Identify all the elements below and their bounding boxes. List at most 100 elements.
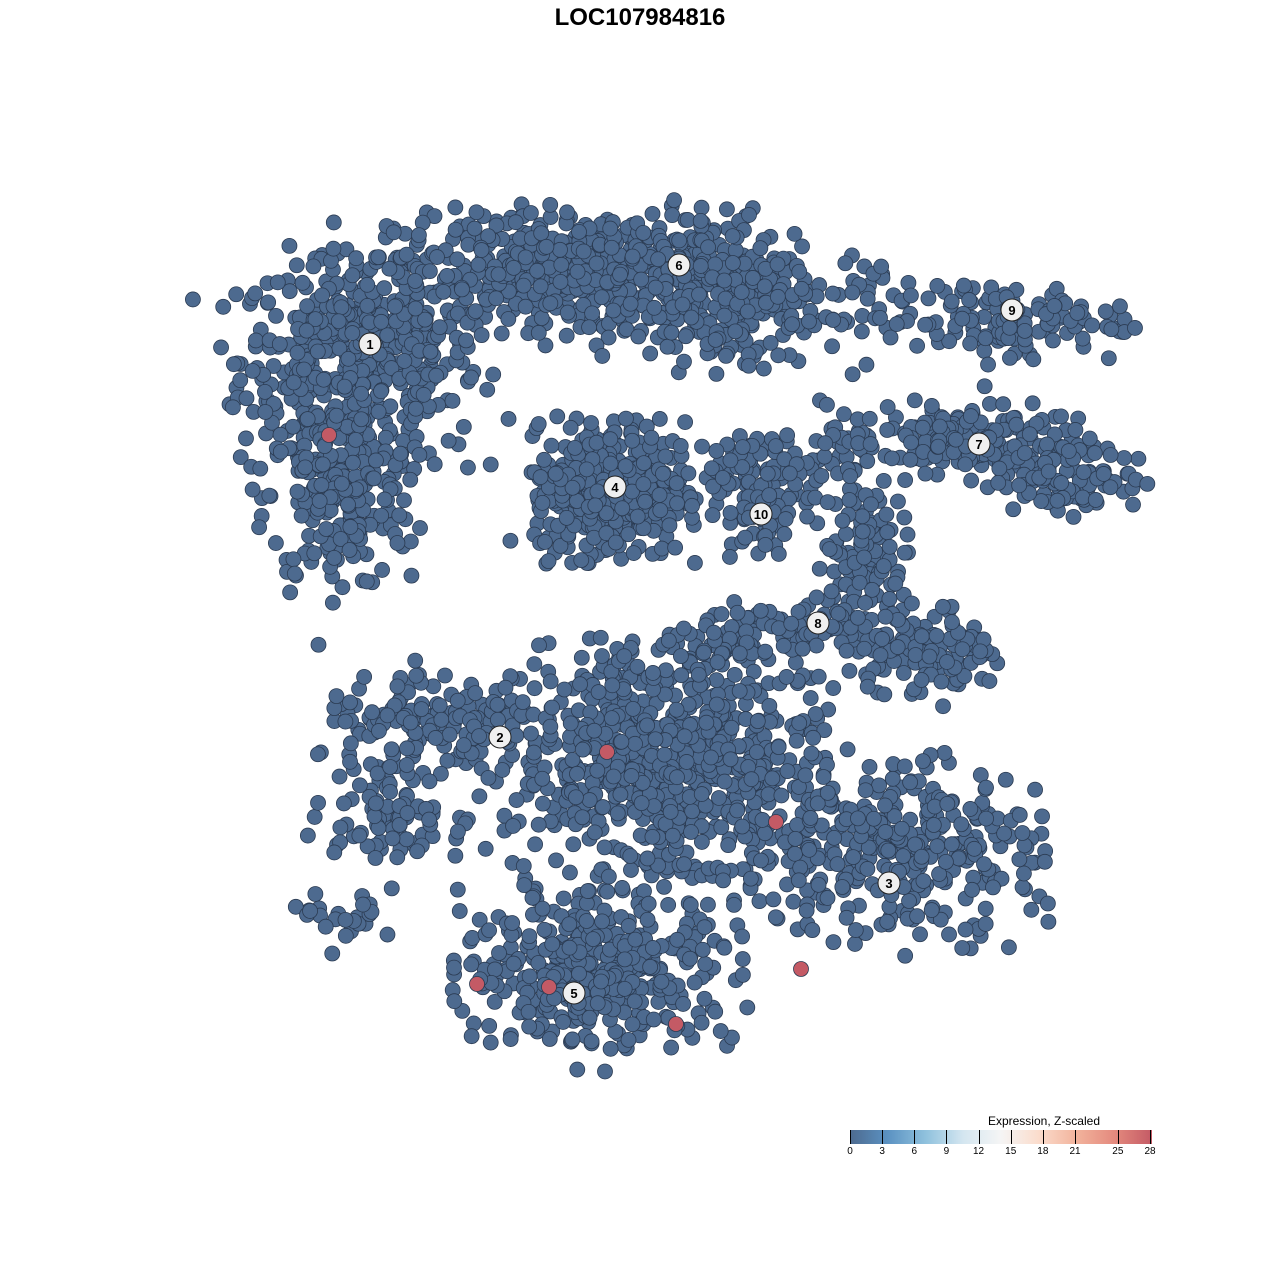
- data-point: [1011, 477, 1028, 494]
- data-point: [767, 909, 784, 926]
- data-point: [1039, 436, 1055, 453]
- legend-tick-mark: [850, 1130, 851, 1144]
- data-point: [526, 656, 543, 672]
- data-point: [691, 286, 707, 303]
- data-point: [661, 517, 678, 534]
- data-point: [644, 828, 661, 845]
- data-point: [837, 526, 854, 542]
- data-point: [353, 411, 370, 428]
- data-point: [341, 542, 358, 558]
- cluster-label-text: 2: [496, 730, 503, 745]
- data-point: [770, 546, 787, 562]
- data-point: [505, 259, 522, 276]
- data-point: [595, 799, 611, 815]
- cluster-label-8: 8: [806, 611, 830, 635]
- data-point: [449, 881, 466, 898]
- data-point: [877, 608, 894, 625]
- data-point: [600, 868, 617, 885]
- data-point: [724, 255, 741, 271]
- data-point: [834, 879, 851, 895]
- data-point: [572, 676, 588, 693]
- data-point: [571, 223, 587, 240]
- data-point: [517, 249, 534, 266]
- data-point: [623, 768, 640, 784]
- data-point: [859, 290, 876, 307]
- data-point: [313, 477, 330, 493]
- data-point: [881, 538, 898, 555]
- data-point: [715, 872, 732, 889]
- data-point: [516, 877, 533, 894]
- data-point: [724, 228, 741, 244]
- data-point: [247, 285, 264, 302]
- data-point: [311, 493, 328, 509]
- data-point: [342, 694, 358, 711]
- data-point: [884, 770, 901, 787]
- data-point: [703, 749, 719, 766]
- data-point: [534, 494, 551, 511]
- data-point: [616, 981, 633, 997]
- data-point: [826, 829, 843, 846]
- data-point: [1027, 781, 1043, 798]
- data-point: [678, 754, 695, 770]
- data-point: [589, 762, 606, 779]
- data-point-high: [768, 814, 784, 830]
- data-point: [662, 803, 679, 820]
- data-point: [477, 840, 494, 857]
- data-point: [225, 399, 241, 416]
- data-point: [437, 667, 453, 684]
- data-point: [671, 232, 688, 249]
- data-point: [544, 699, 560, 716]
- data-point: [977, 916, 994, 932]
- data-point: [1095, 466, 1112, 482]
- data-point: [547, 465, 564, 482]
- legend-gradient-bar: [850, 1130, 1152, 1144]
- data-point: [708, 696, 725, 713]
- data-point: [700, 896, 716, 913]
- data-point: [821, 541, 838, 558]
- data-point: [858, 356, 875, 373]
- data-point: [1087, 492, 1104, 508]
- data-point: [521, 968, 538, 985]
- legend-tick-mark: [978, 1130, 980, 1144]
- data-point: [426, 456, 443, 473]
- data-point: [521, 1018, 538, 1035]
- data-point: [335, 795, 352, 812]
- data-point: [597, 1063, 613, 1080]
- data-point: [309, 343, 326, 360]
- data-point: [584, 305, 601, 322]
- data-point: [713, 606, 730, 622]
- data-point: [694, 438, 710, 455]
- data-point: [790, 872, 807, 889]
- data-point: [727, 323, 744, 340]
- data-point: [523, 725, 539, 742]
- data-point: [500, 311, 517, 327]
- data-point: [293, 507, 310, 524]
- data-point: [446, 993, 463, 1010]
- data-point: [407, 273, 424, 289]
- data-point: [466, 220, 483, 237]
- data-point: [844, 366, 861, 383]
- data-point: [215, 298, 232, 315]
- legend-tick-mark: [1150, 1130, 1151, 1144]
- data-point: [920, 290, 937, 307]
- data-point: [875, 472, 892, 489]
- color-legend: Expression, Z-scaled 0 3 6 9 12 15 18 21 25 28: [847, 1114, 1155, 1158]
- data-point: [536, 534, 553, 550]
- data-point: [1045, 332, 1061, 349]
- data-point: [605, 302, 622, 319]
- data-point: [690, 666, 707, 683]
- data-point: [520, 1003, 537, 1020]
- data-point: [857, 782, 874, 799]
- data-point: [272, 426, 289, 443]
- data-point: [854, 508, 871, 525]
- data-point: [548, 852, 564, 869]
- data-point: [630, 328, 647, 345]
- data-point: [655, 465, 671, 482]
- data-point: [370, 403, 387, 420]
- data-point: [783, 615, 800, 632]
- data-point: [422, 343, 439, 360]
- data-point: [802, 690, 819, 706]
- data-point: [505, 818, 521, 834]
- data-point: [912, 926, 928, 943]
- data-point: [722, 504, 739, 521]
